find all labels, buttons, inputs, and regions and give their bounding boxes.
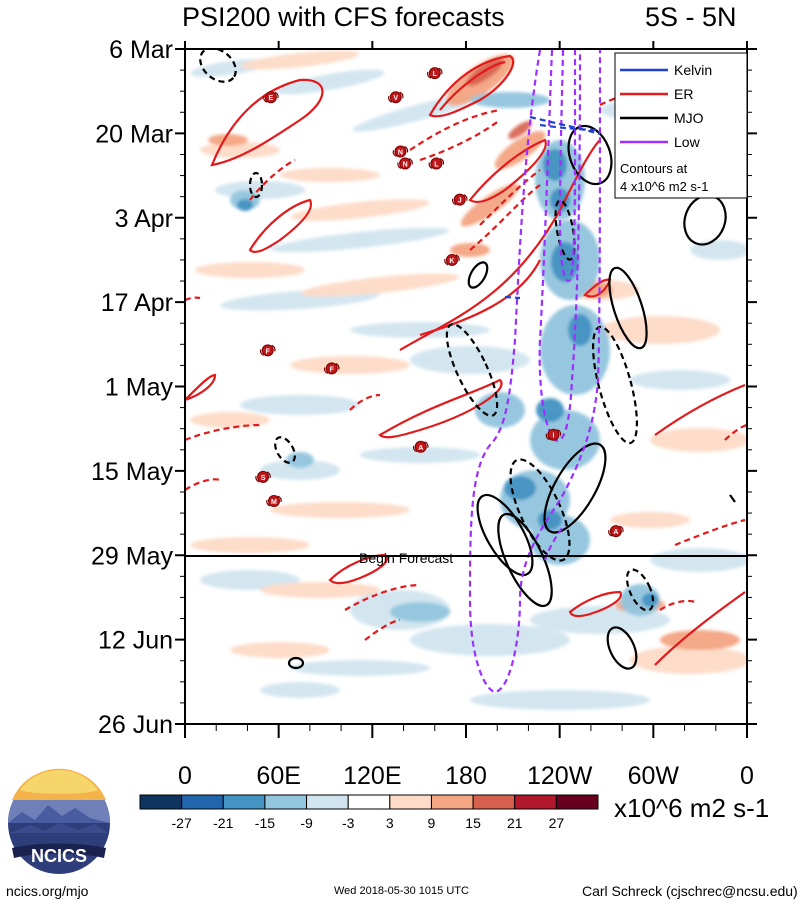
storm-marker: K (444, 253, 460, 266)
legend-label: Low (674, 134, 701, 150)
colorbar-segment (389, 794, 432, 810)
storm-marker: A (412, 440, 429, 453)
colorbar-segment (139, 794, 183, 810)
logo-text: NCICS (31, 846, 87, 866)
colorbar-label: 21 (507, 815, 523, 831)
colorbar-label: -9 (300, 815, 313, 831)
timestamp: Wed 2018-05-30 1015 UTC (334, 885, 469, 897)
colorbar-segment (555, 794, 599, 810)
storm-marker: L (426, 67, 443, 80)
storm-marker: F (259, 344, 276, 357)
x-tick-label: 60E (256, 762, 300, 790)
storm-marker: V (387, 91, 404, 104)
storm-marker-letter: E (269, 95, 274, 102)
colorbar-label: -27 (172, 815, 192, 831)
storm-marker-letter: I (552, 433, 554, 440)
storm-marker: M (266, 495, 282, 508)
y-tick-label: 3 Apr (115, 205, 173, 233)
x-tick-label: 180 (445, 762, 487, 790)
storm-marker-letter: V (393, 95, 398, 102)
y-tick-label: 12 Jun (98, 627, 173, 655)
colorbar-segment (514, 794, 557, 810)
begin-forecast-label: Begin Forecast (359, 550, 453, 566)
x-tick-label: 0 (178, 762, 192, 790)
colorbar-segment (306, 794, 349, 810)
y-axis: 6 Mar 20 Mar 3 Apr 17 Apr 1 May 15 May 29 May 1… (91, 36, 757, 739)
storm-marker: N (392, 145, 409, 158)
x-tick-label: 60W (628, 762, 680, 790)
storm-marker-letter: N (398, 149, 403, 156)
storm-marker-letter: K (449, 258, 454, 265)
y-tick-label: 1 May (105, 374, 174, 402)
chart-title: PSI200 with CFS forecasts (182, 2, 505, 32)
colorbar-segment (181, 794, 224, 810)
legend: Contours at 4 x10^6 m2 s-1 Kelvin ER MJO Lo… (614, 52, 748, 199)
y-tick-label: 20 Mar (95, 120, 173, 148)
legend-label: ER (674, 86, 693, 102)
storm-marker: S (255, 470, 271, 483)
storm-marker: L (428, 157, 445, 170)
colorbar-units: x10^6 m2 s-1 (614, 793, 770, 823)
storm-marker-letter: S (261, 475, 266, 482)
storm-marker-letter: J (458, 198, 462, 205)
storm-marker-letter: L (433, 71, 438, 78)
kelvin-contours (504, 115, 601, 300)
colorbar-label: -21 (213, 815, 233, 831)
x-tick-label: 120W (527, 762, 593, 790)
legend-label: MJO (674, 110, 704, 126)
colorbar-label: -3 (342, 815, 355, 831)
x-tick-label: 120E (343, 762, 401, 790)
y-tick-label: 15 May (91, 458, 173, 486)
y-tick-label: 6 Mar (109, 36, 173, 64)
storm-marker: N (397, 157, 413, 170)
storm-marker-letter: M (271, 499, 277, 506)
storm-marker-letter: A (613, 529, 618, 536)
colorbar-label: 15 (465, 815, 481, 831)
storm-marker-letter: L (434, 162, 439, 169)
colorbar-segment (222, 794, 266, 810)
legend-box (614, 52, 748, 199)
legend-note-line2: 4 x10^6 m2 s-1 (620, 179, 708, 194)
storm-marker: E (263, 91, 279, 104)
storm-marker: F (323, 362, 340, 375)
mjo-contours (287, 124, 736, 670)
storm-marker-letter: F (266, 348, 271, 355)
legend-note-line1: Contours at (620, 161, 688, 176)
storm-marker-letter: N (403, 162, 408, 169)
er-contours-dashed (185, 90, 747, 641)
colorbar: -27 -21 -15 -9 -3 3 9 15 21 27 (139, 794, 599, 831)
colorbar-label: 27 (549, 815, 565, 831)
storm-markers: E V L NN L J K F F A S M I A (255, 67, 624, 538)
x-axis: 0 60E 120E 180 120W 60W 0 (178, 41, 754, 790)
storm-marker: J (451, 193, 468, 206)
y-tick-label: 26 Jun (98, 711, 173, 739)
colorbar-label: 9 (428, 815, 436, 831)
colorbar-label: -15 (255, 815, 275, 831)
author-credit: Carl Schreck (cjschrec@ncsu.edu) (582, 883, 798, 899)
x-tick-label: 0 (740, 762, 754, 790)
y-tick-label: 29 May (91, 542, 173, 570)
storm-marker: I (545, 428, 562, 441)
colorbar-segment (472, 794, 516, 810)
colorbar-label: 3 (386, 815, 394, 831)
storm-marker: A (608, 525, 624, 538)
colorbar-segment (347, 794, 391, 810)
storm-marker-letter: A (418, 445, 423, 452)
legend-label: Kelvin (674, 62, 712, 78)
storm-marker-letter: F (330, 366, 335, 373)
region-label: 5S - 5N (645, 2, 737, 32)
colorbar-segment (430, 794, 474, 810)
colorbar-segment (264, 794, 308, 810)
y-tick-label: 17 Apr (101, 289, 173, 317)
ncics-logo: NCICS (8, 768, 110, 874)
website-link[interactable]: ncics.org/mjo (6, 883, 89, 899)
